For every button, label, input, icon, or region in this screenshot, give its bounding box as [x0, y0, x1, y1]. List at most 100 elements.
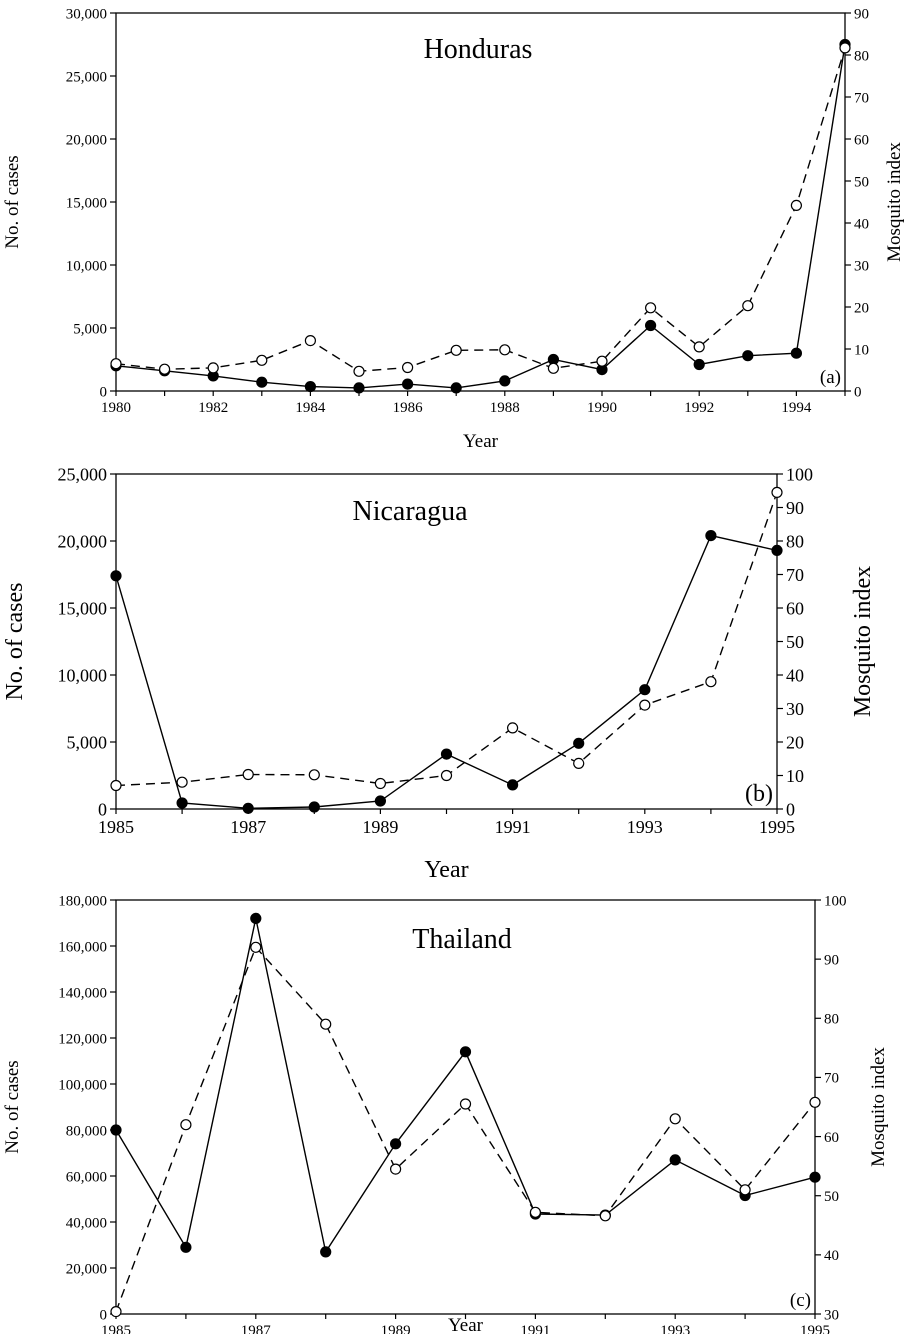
- y2-axis-label: Mosquito index: [850, 566, 876, 717]
- y2-tick-label: 50: [824, 1189, 839, 1205]
- mosquito-index-point: [390, 1163, 402, 1175]
- mosquito-index-point: [839, 42, 851, 54]
- y-tick-label: 80,000: [66, 1123, 107, 1139]
- y2-tick-label: 90: [786, 498, 804, 518]
- mosquito-index-line: [115, 945, 816, 1312]
- mosquito-index-point: [459, 1098, 472, 1110]
- mosquito-index-point: [705, 676, 717, 688]
- y-tick-label: 5,000: [73, 321, 107, 337]
- y2-tick-label: 30: [786, 699, 804, 719]
- y2-tick-label: 40: [824, 1248, 839, 1264]
- x-tick-label: 1984: [295, 400, 326, 416]
- cases-point: [809, 1171, 821, 1183]
- mosquito-index-point: [180, 1119, 192, 1131]
- x-axis-label: Year: [463, 431, 499, 452]
- mosquito-index-point: [250, 941, 262, 953]
- cases-point: [440, 748, 453, 760]
- mosquito-index-point: [159, 363, 171, 375]
- cases-point: [573, 737, 585, 749]
- y2-tick-label: 10: [786, 766, 804, 786]
- y2-tick-label: 30: [854, 258, 869, 274]
- mosquito-index-point: [547, 362, 560, 374]
- y2-tick-label: 90: [824, 952, 839, 968]
- mosquito-index-point: [207, 362, 219, 374]
- cases-point: [644, 319, 657, 332]
- mosquito-index-point: [374, 777, 386, 790]
- x-tick-label: 1994: [781, 400, 812, 416]
- y2-tick-label: 10: [854, 342, 869, 358]
- cases-line: [115, 918, 816, 1254]
- cases-point: [499, 375, 511, 387]
- y2-tick-label: 40: [786, 665, 804, 685]
- x-tick-label: 1995: [800, 1323, 830, 1334]
- y-tick-label: 20,000: [66, 1261, 107, 1277]
- mosquito-index-point: [402, 361, 414, 374]
- mosquito-index-point: [110, 358, 122, 370]
- mosquito-index-point: [110, 1305, 122, 1318]
- x-tick-label: 1993: [627, 817, 663, 837]
- cases-point: [180, 1241, 192, 1253]
- mosquito-index-point: [693, 341, 705, 353]
- y-tick-label: 25,000: [58, 464, 108, 484]
- mosquito-index-point: [742, 300, 754, 312]
- y2-tick-label: 50: [854, 174, 869, 190]
- x-tick-label: 1987: [241, 1323, 272, 1334]
- cases-point: [402, 378, 414, 390]
- cases-point: [256, 376, 268, 388]
- x-tick-label: 1985: [98, 817, 134, 837]
- y-tick-label: 160,000: [58, 939, 107, 955]
- panel-label: (c): [790, 1290, 811, 1311]
- mosquito-index-line: [115, 492, 778, 787]
- cases-point: [242, 802, 254, 814]
- y-axis-label: No. of cases: [2, 155, 23, 248]
- x-tick-label: 1988: [490, 400, 520, 416]
- y-tick-label: 140,000: [58, 985, 107, 1001]
- y-tick-label: 0: [100, 1307, 108, 1323]
- mosquito-index-point: [506, 722, 519, 734]
- y2-tick-label: 30: [824, 1307, 839, 1323]
- x-tick-label: 1990: [587, 400, 617, 416]
- cases-point: [639, 684, 651, 696]
- y2-tick-label: 50: [786, 632, 804, 652]
- x-tick-label: 1986: [393, 400, 424, 416]
- cases-point: [374, 795, 386, 807]
- x-tick-label: 1989: [362, 817, 398, 837]
- y2-axis-label: Mosquito index: [868, 1047, 889, 1167]
- y2-tick-label: 20: [854, 300, 869, 316]
- y2-tick-label: 70: [786, 565, 804, 585]
- mosquito-index-point: [790, 199, 803, 211]
- chart-panel-2: 1985 1987 1989 1991 1993 1995 0 20,000 40,000 60,…: [2, 893, 889, 1334]
- panel-label: (a): [820, 367, 841, 388]
- x-tick-label: 1992: [684, 400, 714, 416]
- mosquito-index-point: [110, 779, 122, 792]
- y2-tick-label: 60: [786, 598, 804, 618]
- y-tick-label: 30,000: [66, 6, 107, 22]
- cases-point: [669, 1154, 681, 1166]
- x-axis-label: Year: [448, 1315, 484, 1334]
- mosquito-index-point: [256, 354, 268, 366]
- y2-tick-label: 70: [824, 1071, 839, 1087]
- y-tick-label: 20,000: [66, 132, 107, 148]
- y-axis-label: No. of cases: [2, 583, 28, 701]
- x-tick-label: 1980: [101, 400, 131, 416]
- y2-tick-label: 60: [824, 1130, 839, 1146]
- mosquito-index-point: [440, 769, 453, 782]
- x-tick-label: 1991: [495, 817, 531, 837]
- mosquito-index-point: [669, 1113, 681, 1125]
- chart-title: Nicaragua: [352, 496, 468, 527]
- y-tick-label: 0: [100, 384, 108, 400]
- mosquito-index-point: [599, 1210, 611, 1222]
- y2-tick-label: 60: [854, 132, 869, 148]
- chart-panel-1: 1985 1987 1989 1991 1993 199505,00010,00015,0…: [2, 464, 876, 883]
- y-tick-label: 15,000: [58, 598, 108, 618]
- x-tick-label: 1982: [198, 400, 228, 416]
- y-tick-label: 120,000: [58, 1031, 107, 1047]
- cases-point: [176, 797, 188, 809]
- y2-tick-label: 80: [854, 48, 869, 64]
- y-tick-label: 40,000: [66, 1215, 107, 1231]
- y-tick-label: 20,000: [58, 531, 108, 551]
- y2-tick-label: 20: [786, 732, 804, 752]
- y2-tick-label: 40: [854, 216, 869, 232]
- y2-tick-label: 100: [824, 893, 847, 909]
